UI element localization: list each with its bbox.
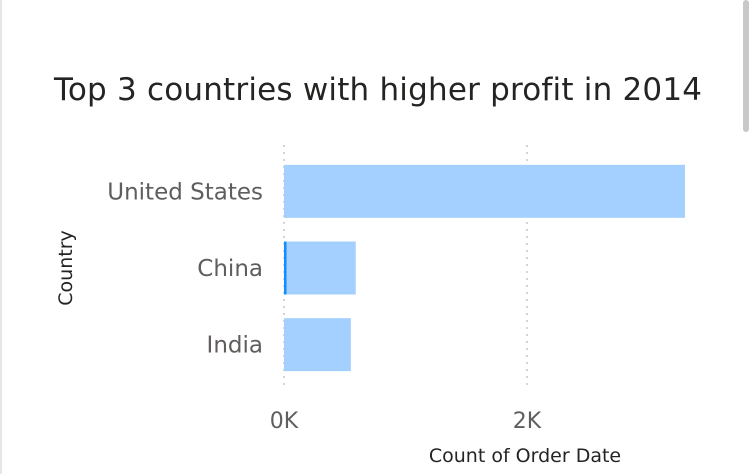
x-tick-labels: 0K 2K <box>270 409 542 434</box>
y-axis-title: Country <box>55 230 77 305</box>
category-label: China <box>197 256 263 282</box>
category-labels: United States China India <box>107 179 263 358</box>
x-tick-label: 0K <box>270 409 299 434</box>
x-axis-title: Count of Order Date <box>429 445 621 467</box>
bar-china[interactable] <box>284 241 356 295</box>
bars <box>284 164 685 372</box>
bar-united-states[interactable] <box>284 164 685 218</box>
x-tick-label: 2K <box>513 409 542 434</box>
category-label: India <box>207 333 263 359</box>
scrollbar-thumb[interactable] <box>743 0 749 132</box>
chart-title: Top 3 countries with higher profit in 20… <box>54 72 703 108</box>
bar-focus-marker <box>284 241 287 295</box>
category-label: United States <box>107 179 263 205</box>
bar-india[interactable] <box>284 318 351 372</box>
visual-border <box>0 0 2 474</box>
